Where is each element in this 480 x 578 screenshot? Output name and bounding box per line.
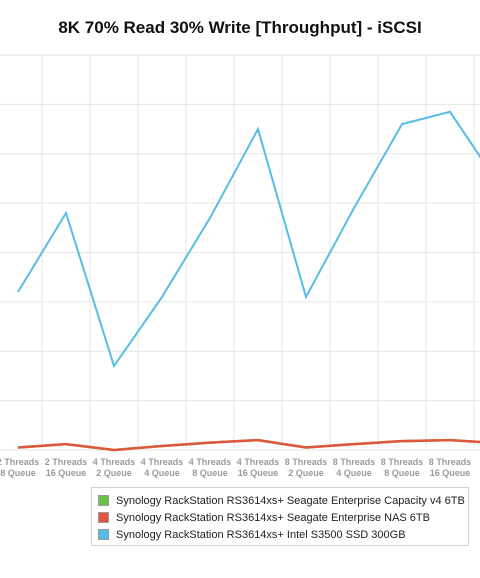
x-tick-label: 8 Threads xyxy=(333,457,376,467)
grid-lines xyxy=(0,54,480,451)
legend-label: Synology RackStation RS3614xs+ Seagate E… xyxy=(116,494,465,507)
x-tick-label: 4 Threads xyxy=(189,457,232,467)
x-tick-label: 8 Queue xyxy=(192,468,228,478)
x-tick-label: 16 Queue xyxy=(430,468,471,478)
series-line-1 xyxy=(17,438,480,452)
legend: Synology RackStation RS3614xs+ Seagate E… xyxy=(91,487,469,546)
x-tick-label: 8 Threads xyxy=(285,457,328,467)
x-tick-label: 4 Threads xyxy=(237,457,280,467)
x-tick-label: 8 Threads xyxy=(381,457,424,467)
legend-item-intel-ssd[interactable]: Synology RackStation RS3614xs+ Intel S35… xyxy=(98,526,468,543)
x-tick-label: 8 Threads xyxy=(429,457,472,467)
x-tick-label: 8 Queue xyxy=(384,468,420,478)
x-tick-label: 16 Queue xyxy=(238,468,279,478)
legend-label: Synology RackStation RS3614xs+ Seagate E… xyxy=(116,511,430,524)
legend-swatch-red xyxy=(98,512,109,523)
x-tick-label: 4 Queue xyxy=(336,468,372,478)
x-tick-label: 4 Threads xyxy=(93,457,136,467)
x-tick-label: 8 Queue xyxy=(0,468,36,478)
x-tick-label: 4 Queue xyxy=(144,468,180,478)
legend-swatch-green xyxy=(98,495,109,506)
series-line-2 xyxy=(17,110,480,369)
legend-swatch-blue xyxy=(98,529,109,540)
legend-item-enterprise-nas[interactable]: Synology RackStation RS3614xs+ Seagate E… xyxy=(98,509,468,526)
chart-title: 8K 70% Read 30% Write [Throughput] - iSC… xyxy=(58,18,422,37)
series-lines xyxy=(17,110,480,452)
x-tick-label: 2 Queue xyxy=(96,468,132,478)
legend-item-enterprise-capacity[interactable]: Synology RackStation RS3614xs+ Seagate E… xyxy=(98,492,468,509)
legend-label: Synology RackStation RS3614xs+ Intel S35… xyxy=(116,528,406,541)
x-tick-label: 2 Queue xyxy=(288,468,324,478)
x-tick-label: 4 Threads xyxy=(141,457,184,467)
x-tick-label: 2 Threads xyxy=(0,457,39,467)
x-tick-label: 16 Queue xyxy=(46,468,87,478)
x-tick-label: 2 Threads xyxy=(45,457,88,467)
